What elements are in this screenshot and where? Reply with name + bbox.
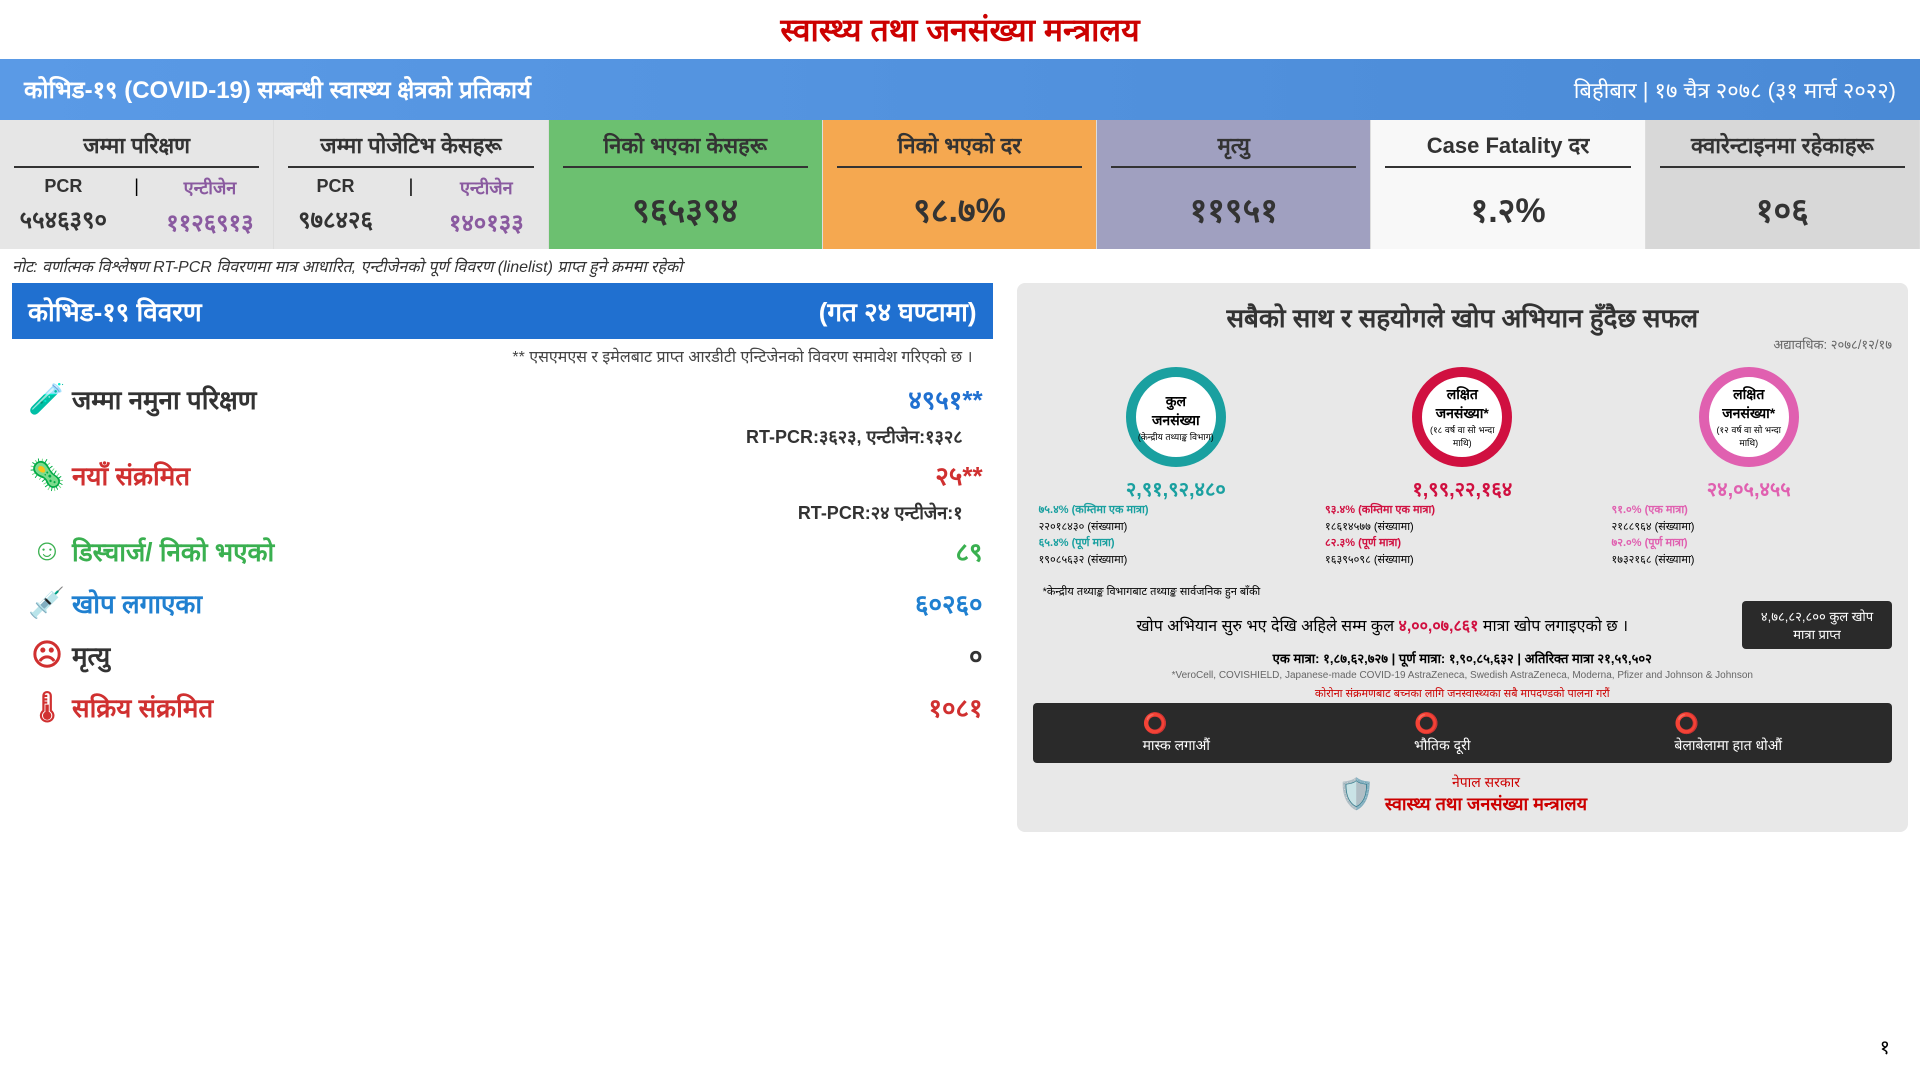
banner-date: बिहीबार | १७ चैत्र २०७८ (३१ मार्च २०२२) [1574,75,1896,105]
vax-ring: लक्षितजनसंख्या*(१२ वर्ष वा सो भन्दा माथि… [1699,367,1799,467]
card-value: ९८.७% [829,186,1090,232]
row-value: ० [823,637,983,673]
detail-header-left: कोभिड-१९ विवरण [28,293,202,329]
card-title: जम्मा पोजेटिभ केसहरू [288,130,533,168]
card-value: १०६ [1652,186,1913,232]
row-value: ४९५१** [823,381,983,417]
stat-card: क्वारेन्टाइनमा रहेकाहरू १०६ [1646,120,1920,249]
ministry-title: स्वास्थ्य तथा जनसंख्या मन्त्रालय [0,0,1920,59]
card-title: Case Fatality दर [1385,130,1630,168]
footnote: नोट: वर्णात्मक विश्लेषण RT-PCR विवरणमा म… [0,249,1920,283]
card-value: ११९५१ [1103,186,1364,232]
vax-precaution-bar: ⭕मास्क लगाऔं ⭕भौतिक दूरी ⭕बेलाबेलामा हात ध… [1033,703,1892,763]
card-title: निको भएका केसहरू [563,130,808,168]
card-title: निको भएको दर [837,130,1082,168]
row-icon: 🦠 [22,458,72,493]
detail-row: ☹ मृत्यु ० [12,629,993,681]
row-subtext: RT-PCR:३६२३, एन्टीजेन:१३२८ [12,425,993,449]
daily-detail-panel: कोभिड-१९ विवरण (गत २४ घण्टामा) ** एसएमएस… [12,283,993,832]
precaution-item: ⭕बेलाबेलामा हात धोऔं [1674,711,1782,755]
row-value: ८९ [823,533,983,569]
row-label: सक्रिय संक्रमित [72,689,823,725]
detail-row: 💉 खोप लगाएका ६०२६० [12,577,993,629]
card-value: १.२% [1377,186,1638,232]
vax-stat: ९३.४% (कम्तिमा एक मात्रा)१८६१४५७७ (संख्य… [1319,502,1605,568]
detail-row: 🦠 नयाँ संक्रमित २५** [12,449,993,501]
row-value: १०८१ [823,689,983,725]
detail-header: कोभिड-१९ विवरण (गत २४ घण्टामा) [12,283,993,339]
row-label: जम्मा नमुना परिक्षण [72,381,823,417]
vax-stat: ९१.०% (एक मात्रा)२१८८९६४ (संख्यामा)७२.०%… [1606,502,1892,568]
precaution-item: ⭕भौतिक दूरी [1414,711,1471,755]
precaution-item: ⭕मास्क लगाऔं [1143,711,1210,755]
vax-date: अद्यावधिक: २०७८/१२/१७ [1033,335,1892,353]
vax-pop-number: २,९१,९२,४८० [1033,475,1319,502]
page-number: १ [1880,1033,1890,1060]
stat-card: निको भएको दर ९८.७% [823,120,1097,249]
row-label: नयाँ संक्रमित [72,457,823,493]
row-label: डिस्चार्ज/ निको भएको [72,533,823,569]
card-value: ९६५३९४ [555,186,816,232]
vax-ring: कुलजनसंख्या(केन्द्रीय तथ्याङ्क विभाग) [1126,367,1226,467]
vax-circle: कुलजनसंख्या(केन्द्रीय तथ्याङ्क विभाग) २,… [1033,367,1319,568]
vax-bottom-org: 🛡️ नेपाल सरकार स्वास्थ्य तथा जनसंख्या मन… [1033,763,1892,816]
row-label: मृत्यु [72,637,823,673]
vax-footnote-small: *केन्द्रीय तथ्याङ्क विभागबाट तथ्याङ्क सा… [1033,582,1892,601]
banner-title: कोभिड-१९ (COVID-19) सम्बन्धी स्वास्थ्य क… [24,73,531,106]
detail-row: 🌡 सक्रिय संक्रमित १०८१ [12,681,993,733]
vax-dark-heading: कोरोना संक्रमणबाट बच्नका लागि जनस्वास्थ्… [1033,684,1892,703]
row-icon: 💉 [22,586,72,621]
vax-circle: लक्षितजनसंख्या*(१८ वर्ष वा सो भन्दा माथि… [1319,367,1605,568]
vax-stat: ७५.४% (कम्तिमा एक मात्रा)२२०१८४३० (संख्य… [1033,502,1319,568]
row-icon: ☺ [22,534,72,568]
vax-vaccine-list: *VeroCell, COVISHIELD, Japanese-made COV… [1033,667,1892,684]
row-value: ६०२६० [823,585,983,621]
vax-pop-number: २४,०५,४५५ [1606,475,1892,502]
detail-header-right: (गत २४ घण्टामा) [819,293,977,329]
row-icon: 🧪 [22,382,72,417]
stat-card: निको भएका केसहरू ९६५३९४ [549,120,823,249]
row-subtext: RT-PCR:२४ एन्टीजेन:१ [12,501,993,525]
card-title: क्वारेन्टाइनमा रहेकाहरू [1660,130,1905,168]
detail-row: 🧪 जम्मा नमुना परिक्षण ४९५१** [12,373,993,425]
vaccination-panel: सबैको साथ र सहयोगले खोप अभियान हुँदैछ सफ… [1017,283,1908,832]
vax-breakdown: एक मात्रा: १,८७,६२,७२७ | पूर्ण मात्रा: १… [1033,649,1892,667]
row-icon: 🌡 [22,690,72,725]
vax-ring: लक्षितजनसंख्या*(१८ वर्ष वा सो भन्दा माथि… [1412,367,1512,467]
card-title: जम्मा परिक्षण [14,130,259,168]
vax-received-box: ४,७८,८२,८०० कुल खोप मात्रा प्राप्त [1742,601,1892,649]
stat-card: Case Fatality दर १.२% [1371,120,1645,249]
stat-card: जम्मा पोजेटिभ केसहरूPCR९७८४२६|एन्टीजेन१४… [274,120,548,249]
stat-card: जम्मा परिक्षणPCR५५४६३९०|एन्टीजेन११२६९१३ [0,120,274,249]
row-label: खोप लगाएका [72,585,823,621]
vax-total-line: खोप अभियान सुरु भए देखि अहिले सम्म कुल ४… [1033,608,1732,642]
detail-subnote: ** एसएमएस र इमेलबाट प्राप्त आरडीटी एन्टि… [12,339,993,373]
vax-title: सबैको साथ र सहयोगले खोप अभियान हुँदैछ सफ… [1033,299,1892,335]
detail-row: ☺ डिस्चार्ज/ निको भएको ८९ [12,525,993,577]
banner: कोभिड-१९ (COVID-19) सम्बन्धी स्वास्थ्य क… [0,59,1920,120]
vax-circle: लक्षितजनसंख्या*(१२ वर्ष वा सो भन्दा माथि… [1606,367,1892,568]
vax-pop-number: १,९९,२२,१६४ [1319,475,1605,502]
card-title: मृत्यु [1111,130,1356,168]
row-value: २५** [823,457,983,493]
stat-cards-row: जम्मा परिक्षणPCR५५४६३९०|एन्टीजेन११२६९१३ज… [0,120,1920,249]
row-icon: ☹ [22,638,72,673]
stat-card: मृत्यु ११९५१ [1097,120,1371,249]
